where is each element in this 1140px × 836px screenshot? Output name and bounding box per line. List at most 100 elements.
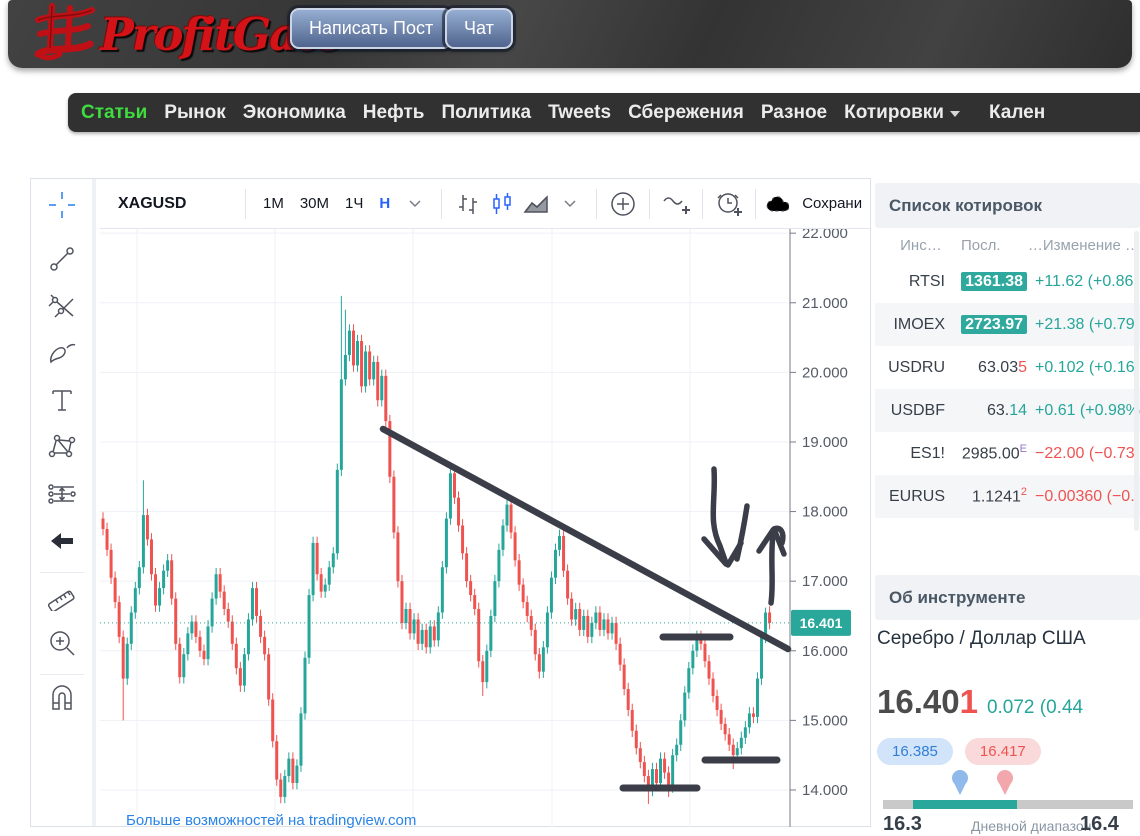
timeframe-1M[interactable]: 1M — [263, 195, 284, 212]
quote-change: +0.61 (+0.98% — [1035, 401, 1140, 419]
bars-style-icon[interactable] — [451, 187, 485, 221]
site-header: ProfitGate Написать Пост Чат — [8, 0, 1132, 68]
xabcd-pattern-tool-icon[interactable] — [43, 428, 81, 466]
last-price: 16.40 — [877, 683, 960, 720]
trend-line-tool-icon[interactable] — [43, 240, 81, 278]
quotes-sidebar: Список котировок Инс… Посл. …Изменение …… — [875, 183, 1140, 835]
quotes-table: RTSI 1361.38 +11.62 (+0.86 IMOEX 2723.97 +21.… — [875, 260, 1140, 518]
quote-ticker: ES1! — [910, 444, 945, 462]
arrow-marker-tool-icon[interactable] — [43, 522, 81, 560]
nav-item-tweets[interactable]: Tweets — [548, 101, 612, 123]
nav-item-сбережения[interactable]: Сбережения — [628, 101, 744, 123]
quote-change: +11.62 (+0.86 — [1035, 272, 1134, 290]
quote-last-price: 1361.38 — [945, 271, 1027, 291]
quote-ticker: RTSI — [908, 272, 945, 290]
bid-pill[interactable]: 16.385 — [877, 738, 953, 765]
quote-row-USDRU[interactable]: USDRU 63.035 +0.102 (+0.16 — [875, 346, 1140, 389]
range-high: 16.4 — [1080, 813, 1119, 835]
svg-text:15.000: 15.000 — [802, 712, 848, 729]
quote-row-IMOEX[interactable]: IMOEX 2723.97 +21.38 (+0.79 — [875, 303, 1140, 346]
tradingview-link[interactable]: Больше возможностей на tradingview.com — [126, 812, 417, 829]
toolbar-divider — [39, 572, 84, 573]
last-price-digit: 1 — [959, 683, 978, 720]
chart-toolbar: XAGUSD 1M 30M 1Ч H — [100, 179, 870, 229]
nav-item-статьи[interactable]: Статьи — [81, 101, 148, 123]
main-nav: Статьи Рынок Экономика Нефть Политика Tweets С… — [68, 93, 1140, 132]
text-tool-icon[interactable] — [43, 381, 81, 419]
quote-ticker: IMOEX — [893, 315, 945, 333]
col-instrument: Инс… — [900, 236, 942, 254]
indicators-icon[interactable] — [659, 187, 693, 221]
timeframe-H[interactable]: H — [379, 195, 391, 212]
zoom-in-tool-icon[interactable] — [43, 624, 81, 662]
col-last: Посл. — [961, 236, 1001, 254]
nav-item-котировки[interactable]: Котировки — [844, 102, 960, 124]
price-chart[interactable]: 22.000 21.000 20.000 19.000 18.000 17.000 16.0… — [100, 229, 870, 827]
measure-tool-icon[interactable] — [43, 577, 81, 615]
magnet-tool-icon[interactable] — [43, 679, 81, 717]
quote-row-USDBF[interactable]: USDBF 63.14 +0.61 (+0.98% — [875, 389, 1140, 432]
quote-last-price: 2723.97 — [945, 314, 1027, 334]
nav-item-разное[interactable]: Разное — [760, 101, 828, 123]
chat-button[interactable]: Чат — [445, 8, 513, 49]
compare-icon[interactable] — [606, 187, 640, 221]
col-change: …Изменение … — [1027, 236, 1140, 254]
brush-tool-icon[interactable] — [43, 334, 81, 372]
svg-text:21.000: 21.000 — [802, 295, 848, 312]
write-post-button[interactable]: Написать Пост — [290, 8, 453, 49]
alert-icon[interactable] — [712, 187, 746, 221]
quote-row-RTSI[interactable]: RTSI 1361.38 +11.62 (+0.86 — [875, 260, 1140, 303]
gann-tools-icon[interactable] — [43, 287, 81, 325]
quote-ticker: USDBF — [890, 401, 945, 419]
ask-pill[interactable]: 16.417 — [964, 738, 1041, 765]
quote-ticker: EURUS — [888, 487, 945, 505]
quote-change: −22.00 (−0.73 — [1035, 444, 1135, 462]
bid-ask-pills: 16.385 16.417 — [877, 738, 1041, 765]
save-label: Сохрани — [802, 195, 863, 212]
daily-range-bar — [883, 800, 1133, 809]
svg-text:18.000: 18.000 — [802, 504, 848, 521]
range-low: 16.3 — [883, 813, 922, 835]
tradingview-widget: XAGUSD 1M 30M 1Ч H — [30, 178, 871, 829]
interval-dropdown-icon[interactable] — [398, 187, 432, 221]
symbol-label[interactable]: XAGUSD — [118, 194, 187, 212]
nav-item-рынок[interactable]: Рынок — [164, 101, 226, 123]
svg-text:16.401: 16.401 — [800, 615, 843, 631]
sidebar-scrollbar[interactable] — [1134, 231, 1139, 531]
nav-item-нефть[interactable]: Нефть — [362, 101, 425, 123]
area-style-icon[interactable] — [519, 187, 553, 221]
quote-last-price: 1.12412 — [971, 486, 1027, 506]
instrument-price-row: 16.40 1 0.072 (0.44 — [877, 683, 1083, 721]
instrument-name: Серебро / Доллар США — [877, 628, 1086, 649]
timeframe-1Ч[interactable]: 1Ч — [345, 195, 364, 212]
quote-change: +0.102 (+0.16 — [1035, 358, 1135, 376]
cloud-icon — [766, 195, 790, 211]
svg-text:19.000: 19.000 — [802, 434, 848, 451]
ask-pin-icon — [997, 770, 1013, 795]
toolbar-divider — [39, 674, 84, 675]
price-change: 0.072 (0.44 — [986, 697, 1084, 718]
save-layout-button[interactable]: Сохрани — [765, 194, 862, 214]
crosshair-tool-icon[interactable] — [43, 186, 81, 224]
profitgate-logo-icon — [34, 3, 95, 61]
nav-item-политика[interactable]: Политика — [441, 101, 532, 123]
svg-text:20.000: 20.000 — [802, 364, 848, 381]
quote-row-EURUS[interactable]: EURUS 1.12412 −0.00360 (−0. — [875, 475, 1140, 518]
candles-style-icon[interactable] — [485, 187, 519, 221]
nav-item-кален[interactable]: Кален — [988, 101, 1046, 123]
drawing-toolbar — [31, 179, 96, 826]
quote-last-price: 2985.00E — [961, 443, 1027, 463]
range-pins — [952, 770, 1013, 795]
quote-row-ES1[interactable]: ES1! 2985.00E −22.00 (−0.73 — [875, 432, 1140, 475]
svg-text:17.000: 17.000 — [802, 573, 848, 590]
style-dropdown-icon[interactable] — [553, 187, 587, 221]
nav-item-экономика[interactable]: Экономика — [242, 101, 346, 123]
quotes-column-headers: Инс… Посл. …Изменение … — [875, 230, 1140, 260]
timeframe-30M[interactable]: 30M — [299, 195, 330, 212]
quote-last-price: 63.14 — [986, 401, 1027, 419]
quotes-list-title: Список котировок — [875, 183, 1140, 228]
svg-text:14.000: 14.000 — [802, 782, 848, 799]
svg-text:22.000: 22.000 — [802, 229, 848, 242]
long-position-tool-icon[interactable] — [43, 475, 81, 513]
quote-change: +21.38 (+0.79 — [1035, 315, 1135, 333]
